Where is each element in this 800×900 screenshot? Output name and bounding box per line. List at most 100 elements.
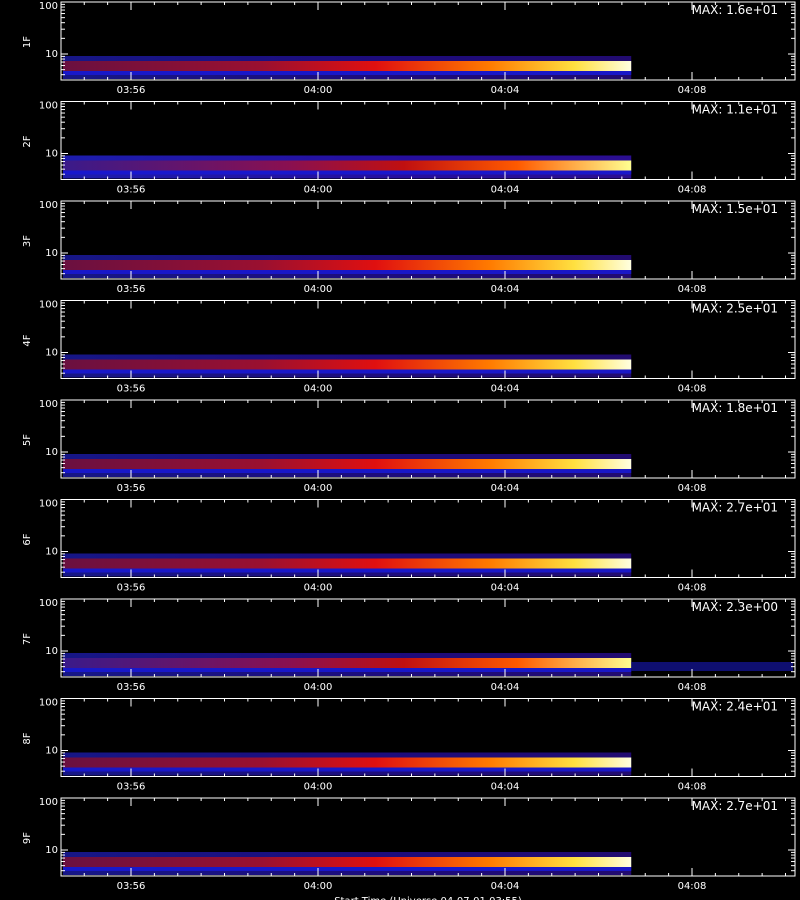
heat-floor [63,71,631,75]
heat-tail [631,662,793,671]
x-tick-label: 04:04 [491,185,520,196]
heat-floor [63,270,631,274]
heat-floor [63,569,631,573]
x-tick-label: 04:08 [678,881,707,892]
x-tick-label: 03:56 [117,881,146,892]
x-tick-label: 04:04 [491,384,520,395]
heat-floor [63,370,631,374]
x-tick-label: 03:56 [117,284,146,295]
max-label: MAX: 2.4e+01 [692,700,778,714]
panel-label: 4F [22,334,33,346]
y-tick-label: 10 [45,149,58,160]
max-label: MAX: 1.8e+01 [692,401,778,415]
y-tick-label: 10 [45,646,58,657]
x-tick-label: 04:08 [678,483,707,494]
panel-5F: 10 100 03:56 04:00 04:04 04:08 5F MAX: 1.8e+01 [22,399,795,494]
x-tick-label: 03:56 [117,85,146,96]
x-tick-label: 04:08 [678,782,707,793]
heat-band [63,161,631,171]
heat-band [63,758,631,768]
y-tick-label: 10 [45,49,58,60]
heat-floor [63,668,631,672]
y-tick-label: 100 [39,698,58,709]
x-tick-label: 04:00 [304,483,333,494]
y-tick-label: 100 [39,499,58,510]
y-tick-label: 100 [39,1,58,12]
panel-2F: 10 100 03:56 04:00 04:04 04:08 2F MAX: 1.1e+01 [22,101,795,196]
heat-floor [63,469,631,473]
y-tick-label: 10 [45,746,58,757]
x-tick-label: 03:56 [117,782,146,793]
y-tick-label: 100 [39,200,58,211]
x-tick-label: 04:04 [491,881,520,892]
heat-band [63,559,631,569]
panel-7F: 1010003:5604:0004:0404:087FMAX: 2.3e+00 [22,598,795,693]
x-tick-label: 03:56 [117,583,146,594]
panel-8F: 10 100 03:56 04:00 04:04 04:08 8F MAX: 2.4e+01 [22,698,795,793]
heat-band [63,459,631,469]
x-axis-title: Start Time (Universe 04-07-01 03:55) [334,896,522,900]
y-tick-label: 100 [39,300,58,311]
spectrogram-figure: 1010003:5604:0004:0404:081FMAX: 1.6e+011… [0,0,800,900]
heat-floor [63,768,631,772]
x-tick-label: 04:08 [678,185,707,196]
heat-band [63,857,631,867]
x-tick-label: 03:56 [117,483,146,494]
y-tick-label: 10 [45,547,58,558]
panel-label: 7F [22,633,33,645]
panel-label: 1F [22,36,33,48]
panel-label: 5F [22,434,33,446]
x-tick-label: 03:56 [117,682,146,693]
panel-4F: 10 100 03:56 04:00 04:04 04:08 4F MAX: 2.5e+01 [22,300,795,395]
x-tick-label: 04:00 [304,881,333,892]
x-tick-label: 04:00 [304,384,333,395]
heat-band [63,61,631,71]
heat-band [63,658,631,668]
panel-label: 2F [22,135,33,147]
y-tick-label: 100 [39,399,58,410]
max-label: MAX: 2.7e+01 [692,799,778,813]
panel-3F: 10 100 03:56 04:00 04:04 04:08 3F MAX: 1.5e+01 [22,200,795,295]
x-tick-label: 04:08 [678,384,707,395]
x-tick-label: 04:08 [678,284,707,295]
heat-floor [63,867,631,871]
x-tick-label: 04:00 [304,583,333,594]
y-tick-label: 10 [45,348,58,359]
x-tick-label: 04:00 [304,682,333,693]
heat-floor [63,171,631,175]
panel-label: 6F [22,533,33,545]
y-tick-label: 10 [45,447,58,458]
y-tick-label: 100 [39,598,58,609]
panel-1F: 10 100 03:56 04:00 04:04 04:08 1F MAX: 1.6e+01 [22,1,795,96]
x-tick-label: 04:00 [304,85,333,96]
x-tick-label: 03:56 [117,185,146,196]
x-tick-label: 04:04 [491,583,520,594]
max-label: MAX: 1.6e+01 [692,3,778,17]
panel-label: 8F [22,732,33,744]
y-tick-label: 10 [45,248,58,259]
max-label: MAX: 1.5e+01 [692,202,778,216]
max-label: MAX: 1.1e+01 [692,103,778,117]
x-tick-label: 04:08 [678,583,707,594]
heat-band [63,260,631,270]
x-tick-label: 04:08 [678,682,707,693]
panel-label: 3F [22,235,33,247]
x-tick-label: 04:00 [304,284,333,295]
heat-band [63,360,631,370]
x-tick-label: 04:08 [678,85,707,96]
x-tick-label: 04:04 [491,85,520,96]
x-tick-label: 04:00 [304,782,333,793]
panel-label: 9F [22,832,33,844]
y-tick-label: 100 [39,797,58,808]
x-tick-label: 04:04 [491,483,520,494]
x-tick-label: 03:56 [117,384,146,395]
y-tick-label: 100 [39,101,58,112]
panel-9F: 10 100 03:56 04:00 04:04 04:08 9F MAX: 2.7e+01 [22,797,795,892]
max-label: MAX: 2.3e+00 [692,600,778,614]
x-tick-label: 04:04 [491,284,520,295]
x-tick-label: 04:04 [491,782,520,793]
max-label: MAX: 2.5e+01 [692,302,778,316]
max-label: MAX: 2.7e+01 [692,501,778,515]
x-tick-label: 04:00 [304,185,333,196]
y-tick-label: 10 [45,845,58,856]
